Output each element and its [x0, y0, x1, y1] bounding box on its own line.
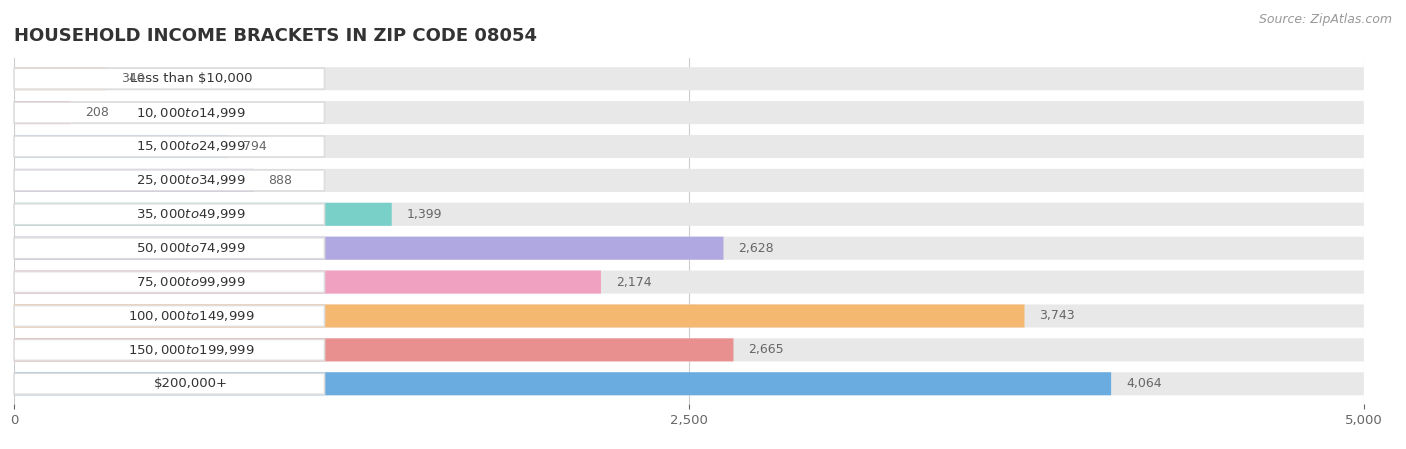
FancyBboxPatch shape [14, 339, 1364, 361]
Text: $150,000 to $199,999: $150,000 to $199,999 [128, 343, 254, 357]
Text: HOUSEHOLD INCOME BRACKETS IN ZIP CODE 08054: HOUSEHOLD INCOME BRACKETS IN ZIP CODE 08… [14, 26, 537, 44]
FancyBboxPatch shape [14, 67, 1364, 90]
Text: Source: ZipAtlas.com: Source: ZipAtlas.com [1258, 13, 1392, 26]
FancyBboxPatch shape [14, 101, 70, 124]
FancyBboxPatch shape [14, 170, 325, 191]
FancyBboxPatch shape [14, 169, 1364, 192]
Text: 888: 888 [269, 174, 292, 187]
Text: 1,399: 1,399 [406, 208, 441, 221]
FancyBboxPatch shape [14, 136, 325, 157]
FancyBboxPatch shape [14, 68, 325, 89]
FancyBboxPatch shape [14, 372, 1364, 395]
FancyBboxPatch shape [14, 372, 1111, 395]
FancyBboxPatch shape [14, 339, 325, 361]
FancyBboxPatch shape [14, 169, 253, 192]
FancyBboxPatch shape [14, 339, 734, 361]
FancyBboxPatch shape [14, 135, 228, 158]
Text: $100,000 to $149,999: $100,000 to $149,999 [128, 309, 254, 323]
Text: 3,743: 3,743 [1039, 309, 1076, 322]
Text: $25,000 to $34,999: $25,000 to $34,999 [136, 173, 246, 187]
Text: 2,174: 2,174 [616, 276, 651, 289]
FancyBboxPatch shape [14, 238, 325, 259]
Text: 208: 208 [84, 106, 108, 119]
FancyBboxPatch shape [14, 67, 105, 90]
Text: Less than $10,000: Less than $10,000 [129, 72, 252, 85]
FancyBboxPatch shape [14, 271, 1364, 294]
Text: $200,000+: $200,000+ [153, 377, 228, 390]
Text: 340: 340 [121, 72, 145, 85]
FancyBboxPatch shape [14, 304, 1025, 327]
FancyBboxPatch shape [14, 305, 325, 326]
FancyBboxPatch shape [14, 203, 392, 226]
Text: $35,000 to $49,999: $35,000 to $49,999 [136, 207, 246, 221]
FancyBboxPatch shape [14, 101, 1364, 124]
FancyBboxPatch shape [14, 204, 325, 225]
Text: 2,628: 2,628 [738, 242, 773, 255]
FancyBboxPatch shape [14, 102, 325, 123]
FancyBboxPatch shape [14, 271, 600, 294]
FancyBboxPatch shape [14, 237, 724, 260]
FancyBboxPatch shape [14, 135, 1364, 158]
FancyBboxPatch shape [14, 203, 1364, 226]
Text: 2,665: 2,665 [748, 343, 785, 357]
Text: 794: 794 [243, 140, 267, 153]
Text: $10,000 to $14,999: $10,000 to $14,999 [136, 106, 246, 119]
Text: $75,000 to $99,999: $75,000 to $99,999 [136, 275, 246, 289]
FancyBboxPatch shape [14, 304, 1364, 327]
Text: $15,000 to $24,999: $15,000 to $24,999 [136, 140, 246, 154]
FancyBboxPatch shape [14, 272, 325, 293]
FancyBboxPatch shape [14, 373, 325, 394]
FancyBboxPatch shape [14, 237, 1364, 260]
Text: 4,064: 4,064 [1126, 377, 1161, 390]
Text: $50,000 to $74,999: $50,000 to $74,999 [136, 241, 246, 255]
